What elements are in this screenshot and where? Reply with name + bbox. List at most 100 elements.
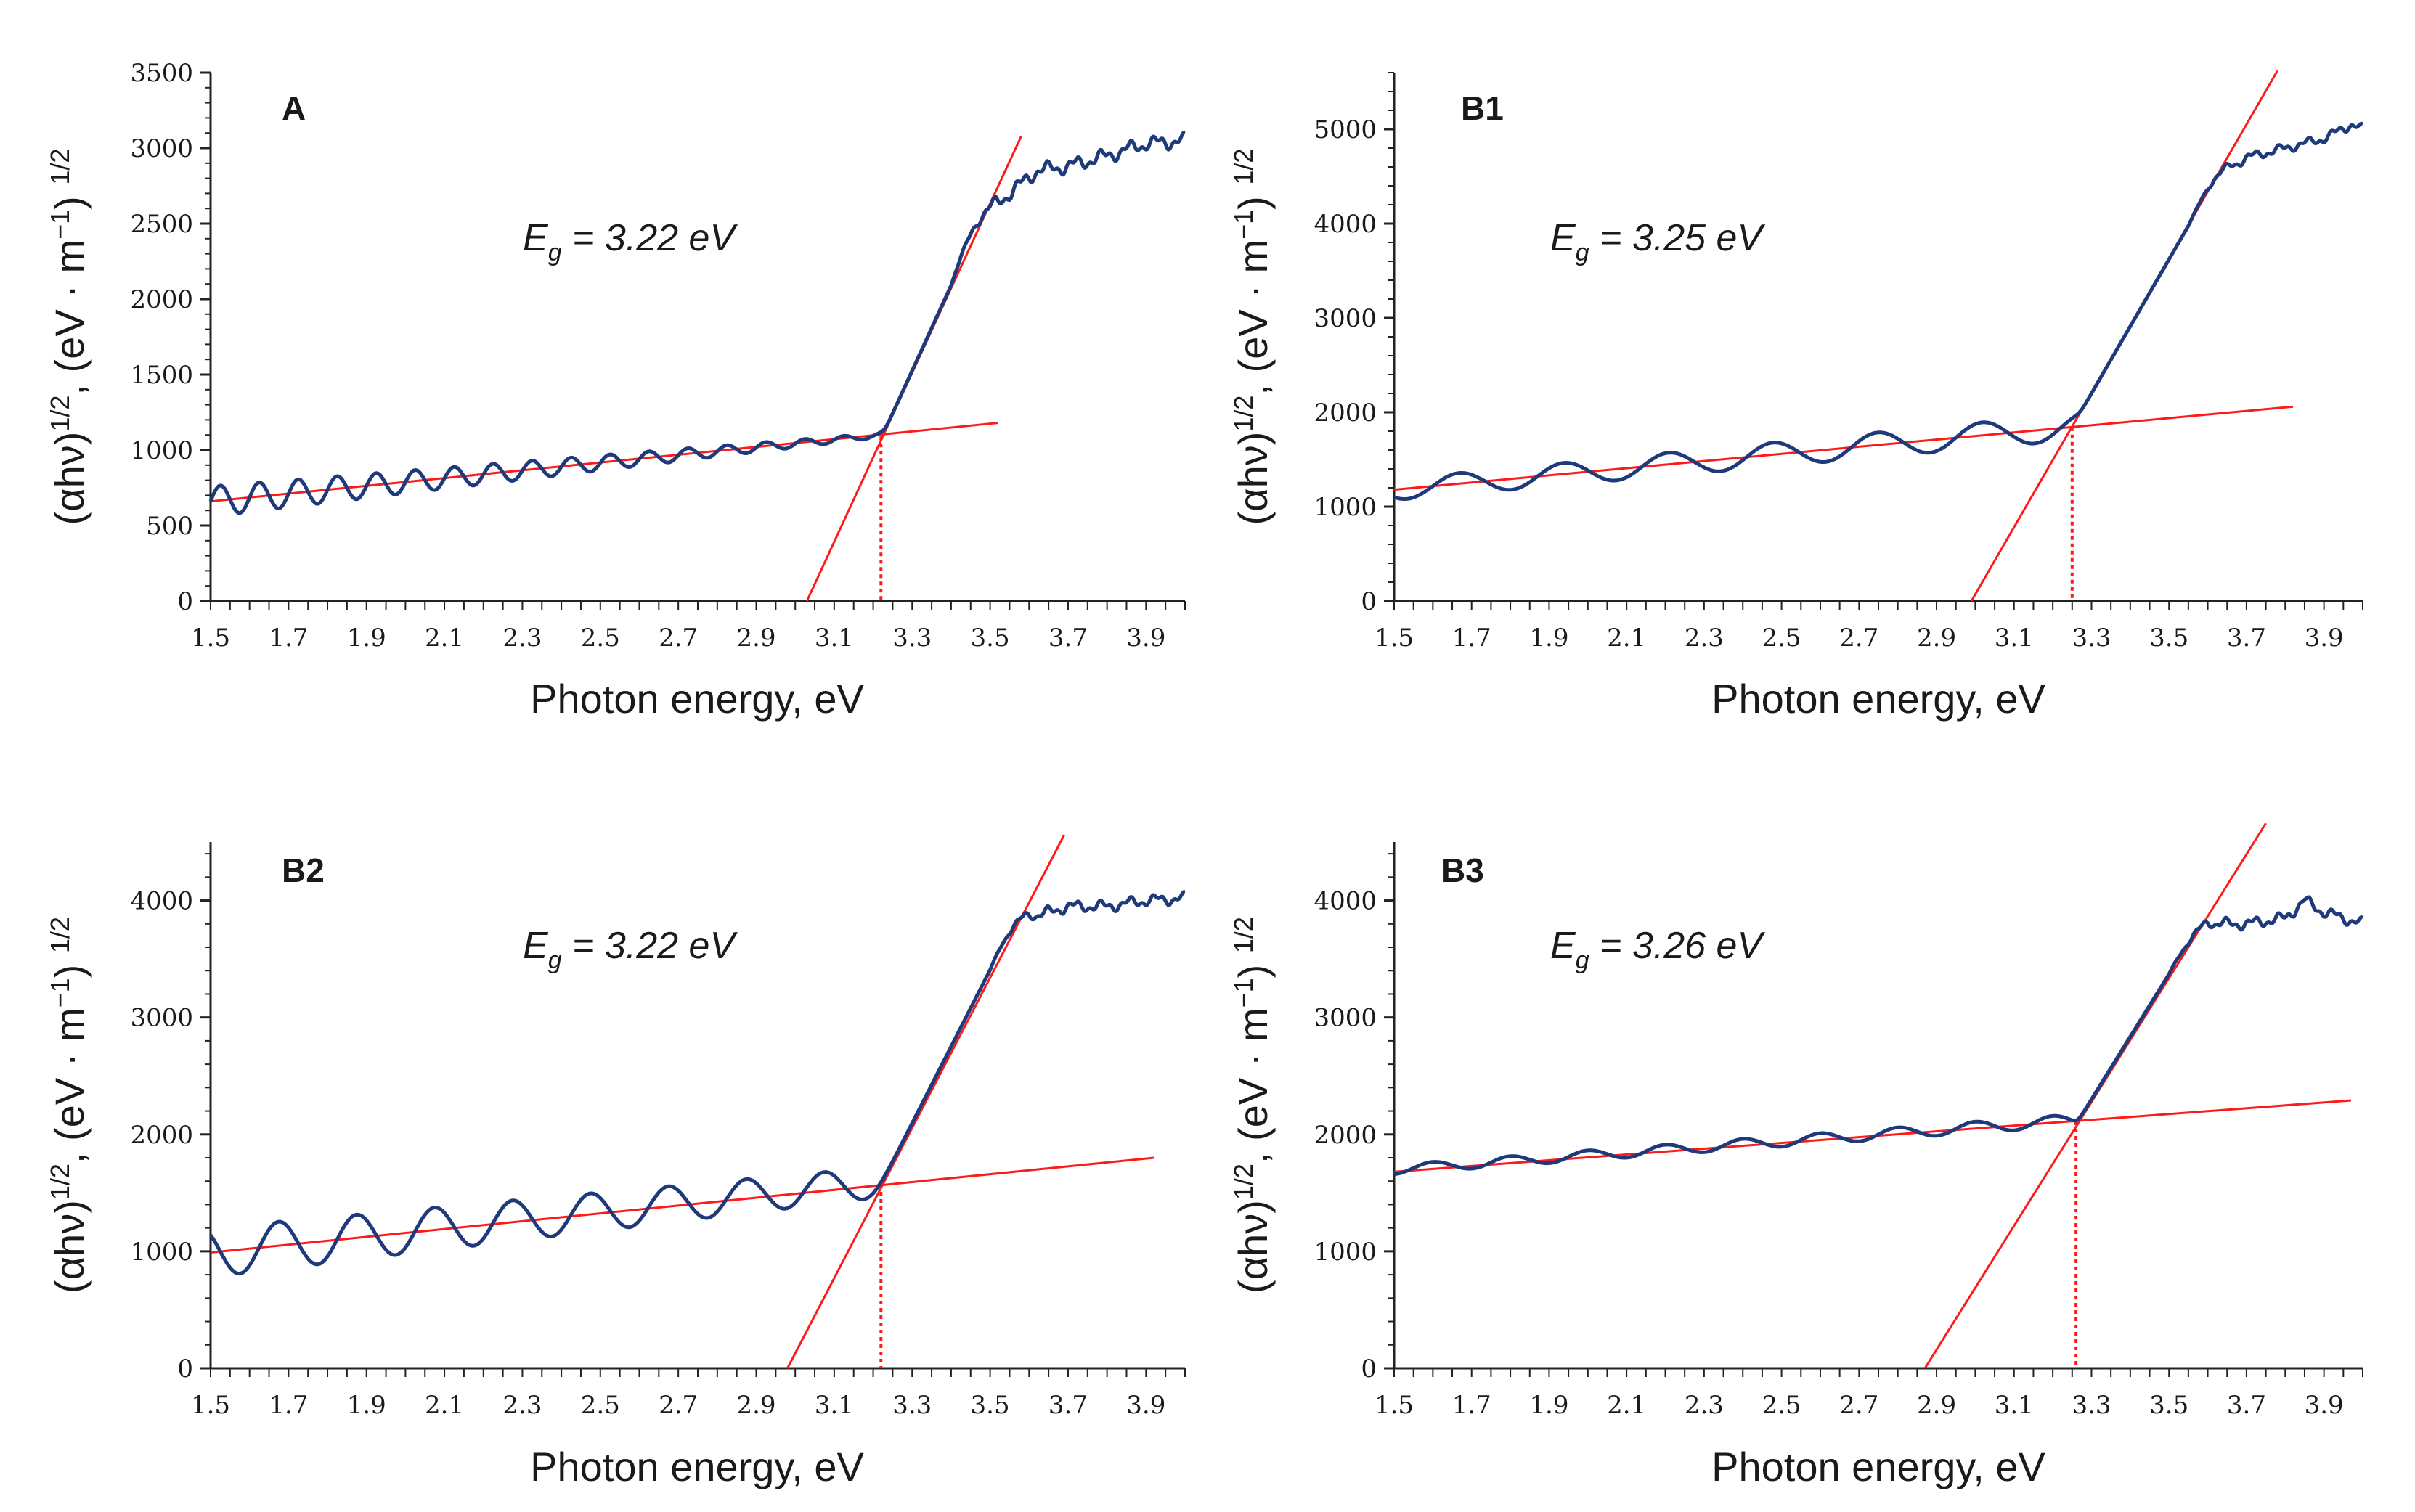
absorption-curve — [208, 131, 1186, 515]
x-tick-label: 2.1 — [1607, 1391, 1646, 1420]
x-tick-label: 1.7 — [1452, 624, 1491, 653]
x-tick-label: 2.3 — [1685, 1391, 1724, 1420]
x-tick-label: 3.9 — [2305, 1391, 2344, 1420]
panel-title: A — [282, 89, 306, 127]
x-tick-label: 3.1 — [815, 1391, 854, 1420]
x-tick-label: 3.7 — [2227, 1391, 2266, 1420]
x-tick-label: 2.5 — [581, 1391, 620, 1420]
x-tick-label: 2.5 — [1762, 1391, 1801, 1420]
x-tick-label: 3.9 — [1126, 1391, 1165, 1420]
y-tick-label: 1500 — [130, 361, 193, 390]
panel-b1: 0 1000 2000 3000 4000 5000 1.5 1.7 1.9 2.1 2.3 2.5 2… — [1229, 70, 2364, 722]
x-tick-label: 3.7 — [1048, 624, 1088, 653]
y-axis-title: (αhν)1/2, (eV · m−1) 1/2 — [1229, 149, 1276, 526]
x-tick-label: 1.9 — [347, 624, 386, 653]
x-tick-label: 2.1 — [1607, 624, 1646, 653]
x-tick-label: 2.7 — [659, 624, 698, 653]
x-tick-label: 2.7 — [1839, 624, 1878, 653]
y-tick-label: 0 — [177, 587, 193, 616]
x-tick-label: 1.5 — [1375, 1391, 1414, 1420]
x-tick-label: 2.9 — [1917, 624, 1956, 653]
x-tick-label: 3.3 — [892, 1391, 932, 1420]
x-tick-label: 2.3 — [502, 1391, 542, 1420]
y-tick-label: 4000 — [1314, 887, 1377, 916]
baseline-fit-line — [1393, 405, 2294, 491]
y-tick-label: 4000 — [130, 887, 193, 916]
y-tick-label: 0 — [1361, 1354, 1377, 1384]
x-tick-label: 3.9 — [1126, 624, 1165, 653]
y-tick-label: 2000 — [130, 1121, 193, 1150]
x-tick-label: 3.1 — [1995, 624, 2034, 653]
y-tick-label: 1000 — [1314, 493, 1377, 522]
y-tick-label: 4000 — [1314, 210, 1377, 239]
x-tick-label: 2.9 — [736, 1391, 775, 1420]
edge-fit-line — [786, 834, 1065, 1369]
x-tick-label: 1.7 — [269, 1391, 308, 1420]
x-tick-label: 3.9 — [2305, 624, 2344, 653]
x-tick-label: 3.5 — [971, 624, 1010, 653]
y-tick-label: 3500 — [130, 59, 193, 88]
x-tick-label: 2.9 — [1917, 1391, 1956, 1420]
panel-a: 0 500 1000 1500 2000 2500 3000 3500 1.5 1.7 1.9 2.1… — [45, 59, 1186, 722]
y-tick-label: 3000 — [130, 134, 193, 163]
baseline-fit-line — [210, 1156, 1154, 1254]
x-tick-label: 1.9 — [1529, 1391, 1568, 1420]
baseline-fit-line — [210, 422, 998, 503]
x-tick-label: 3.1 — [1995, 1391, 2034, 1420]
x-tick-label: 3.3 — [2072, 624, 2111, 653]
y-tick-label: 3000 — [1314, 304, 1377, 333]
x-tick-label: 2.1 — [425, 1391, 464, 1420]
y-tick-label: 1000 — [1314, 1238, 1377, 1267]
x-tick-label: 2.3 — [1685, 624, 1724, 653]
panel-title: B1 — [1461, 89, 1504, 127]
x-tick-label: 3.7 — [2227, 624, 2266, 653]
x-tick-label: 3.1 — [815, 624, 854, 653]
x-tick-label: 3.5 — [971, 1391, 1010, 1420]
x-axis-title: Photon energy, eV — [530, 1444, 864, 1489]
x-tick-label: 1.5 — [1375, 624, 1414, 653]
x-tick-label: 1.5 — [191, 1391, 230, 1420]
y-tick-label: 3000 — [130, 1004, 193, 1033]
x-tick-label: 3.3 — [892, 624, 932, 653]
x-tick-label: 2.7 — [1839, 1391, 1878, 1420]
y-tick-label: 1000 — [130, 436, 193, 465]
panel-b2: 0 1000 2000 3000 4000 1.5 1.7 1.9 2.1 2.3 2.5 2.7 2.… — [45, 834, 1186, 1489]
x-axis-title: Photon energy, eV — [1711, 1444, 2045, 1489]
y-tick-label: 0 — [177, 1354, 193, 1384]
x-tick-label: 2.5 — [581, 624, 620, 653]
y-tick-label: 3000 — [1314, 1004, 1377, 1033]
absorption-curve — [1393, 895, 2364, 1177]
x-tick-label: 2.9 — [736, 624, 775, 653]
y-axis-title: (αhν)1/2, (eV · m−1) 1/2 — [1229, 917, 1276, 1294]
x-tick-label: 1.9 — [1529, 624, 1568, 653]
y-axis-title: (αhν)1/2, (eV · m−1) 1/2 — [45, 149, 92, 526]
y-tick-label: 5000 — [1314, 115, 1377, 144]
panel-b3: 0 1000 2000 3000 4000 1.5 1.7 1.9 2.1 2.3 2.5 2.7 2.… — [1229, 822, 2364, 1489]
x-tick-label: 2.7 — [659, 1391, 698, 1420]
x-axis-title: Photon energy, eV — [1711, 676, 2045, 722]
absorption-curve — [208, 890, 1186, 1276]
x-tick-label: 1.5 — [191, 624, 230, 653]
x-tick-label: 2.1 — [425, 624, 464, 653]
eg-label: Eg = 3.22 eV — [523, 217, 738, 266]
eg-label: Eg = 3.26 eV — [1550, 925, 1765, 974]
y-tick-label: 2000 — [1314, 1121, 1377, 1150]
x-tick-label: 2.5 — [1762, 624, 1801, 653]
x-axis-title: Photon energy, eV — [530, 676, 864, 722]
y-axis-title: (αhν)1/2, (eV · m−1) 1/2 — [45, 917, 92, 1294]
x-tick-label: 3.5 — [2149, 1391, 2188, 1420]
x-tick-label: 1.7 — [269, 624, 308, 653]
y-tick-label: 500 — [146, 512, 193, 541]
x-tick-label: 3.3 — [2072, 1391, 2111, 1420]
eg-label: Eg = 3.25 eV — [1550, 217, 1765, 266]
y-tick-label: 2500 — [130, 210, 193, 239]
y-tick-label: 0 — [1361, 587, 1377, 616]
x-tick-label: 3.7 — [1048, 1391, 1088, 1420]
x-tick-label: 1.7 — [1452, 1391, 1491, 1420]
x-tick-label: 3.5 — [2149, 624, 2188, 653]
panel-title: B3 — [1441, 851, 1484, 889]
y-tick-label: 1000 — [130, 1238, 193, 1267]
x-tick-label: 2.3 — [502, 624, 542, 653]
panel-title: B2 — [282, 851, 325, 889]
